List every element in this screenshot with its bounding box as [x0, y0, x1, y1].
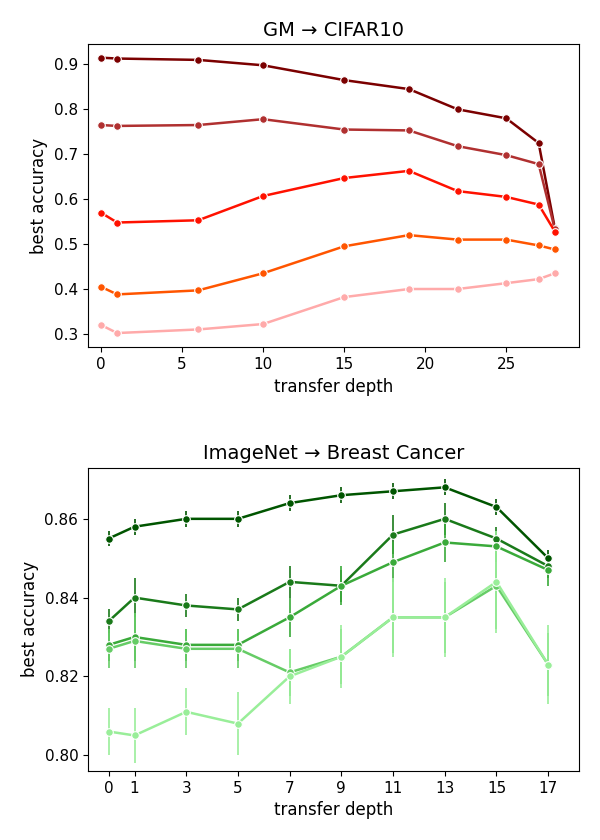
X-axis label: transfer depth: transfer depth	[274, 378, 393, 396]
Y-axis label: best accuracy: best accuracy	[31, 138, 49, 254]
X-axis label: transfer depth: transfer depth	[274, 801, 393, 819]
Title: GM → CIFAR10: GM → CIFAR10	[263, 21, 404, 39]
Y-axis label: best accuracy: best accuracy	[21, 561, 39, 677]
Title: ImageNet → Breast Cancer: ImageNet → Breast Cancer	[203, 444, 464, 464]
